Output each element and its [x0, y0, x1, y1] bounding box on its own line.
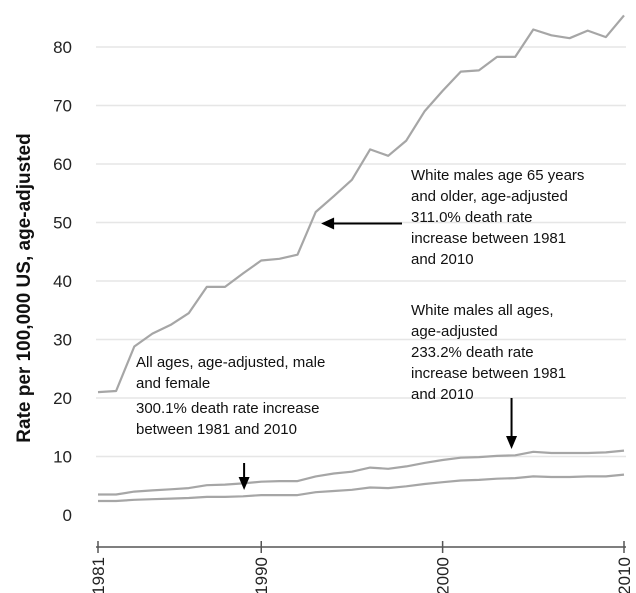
series-lines [97, 14, 625, 503]
series-line-white-males-65-plus [97, 14, 625, 394]
annotation-white-males-65-plus: White males age 65 years and older, age-… [411, 165, 584, 270]
annotation-line: between 1981 and 2010 [136, 421, 297, 438]
y-tick-label: 70 [53, 97, 72, 116]
y-tick-label: 40 [53, 272, 72, 291]
y-tick-label: 20 [53, 389, 72, 408]
y-tick-label: 10 [53, 448, 72, 467]
y-tick-label: 60 [53, 155, 72, 174]
y-tick-label: 0 [63, 506, 72, 525]
annotation-line: 233.2% death rate [411, 344, 534, 361]
series-line-all-ages [98, 473, 625, 503]
arrow-head [321, 217, 335, 230]
arrow-head [238, 477, 250, 490]
x-tick-label: 2010 [615, 557, 634, 593]
y-axis-tick-labels: 0 10 20 30 40 50 60 70 80 [53, 38, 72, 525]
annotation-white-males-all-ages: White males all ages, age-adjusted 233.2… [411, 300, 566, 405]
annotation-arrows [238, 217, 518, 490]
axes [96, 541, 626, 553]
series-line-white-males-all-ages [98, 449, 625, 496]
annotation-line: and 2010 [411, 386, 474, 403]
x-tick-label: 1990 [252, 557, 271, 593]
arrow-head [506, 436, 518, 449]
x-axis-tick-labels: 1981 1990 2000 2010 [89, 557, 634, 593]
annotation-line: 300.1% death rate increase [136, 400, 320, 417]
y-tick-label: 80 [53, 38, 72, 57]
annotation-line: White males all ages, [411, 302, 554, 319]
y-tick-label: 50 [53, 214, 72, 233]
annotation-line: 311.0% death rate [411, 209, 533, 226]
annotation-line: All ages, age-adjusted, male [136, 354, 326, 371]
y-axis-label: Rate per 100,000 US, age-adjusted [14, 133, 35, 442]
annotation-all-ages: All ages, age-adjusted, male and female … [136, 352, 325, 440]
x-tick-label: 2000 [434, 557, 453, 593]
annotation-line: and older, age-adjusted [411, 188, 568, 205]
annotation-line: increase between 1981 [411, 365, 567, 382]
annotation-line: White males age 65 years [411, 167, 585, 184]
annotation-line: and 2010 [411, 251, 474, 268]
annotation-line: increase between 1981 [411, 230, 567, 247]
x-tick-label: 1981 [89, 557, 108, 593]
annotation-line: age-adjusted [411, 323, 498, 340]
y-tick-label: 30 [53, 331, 72, 350]
annotation-line: and female [136, 375, 211, 392]
